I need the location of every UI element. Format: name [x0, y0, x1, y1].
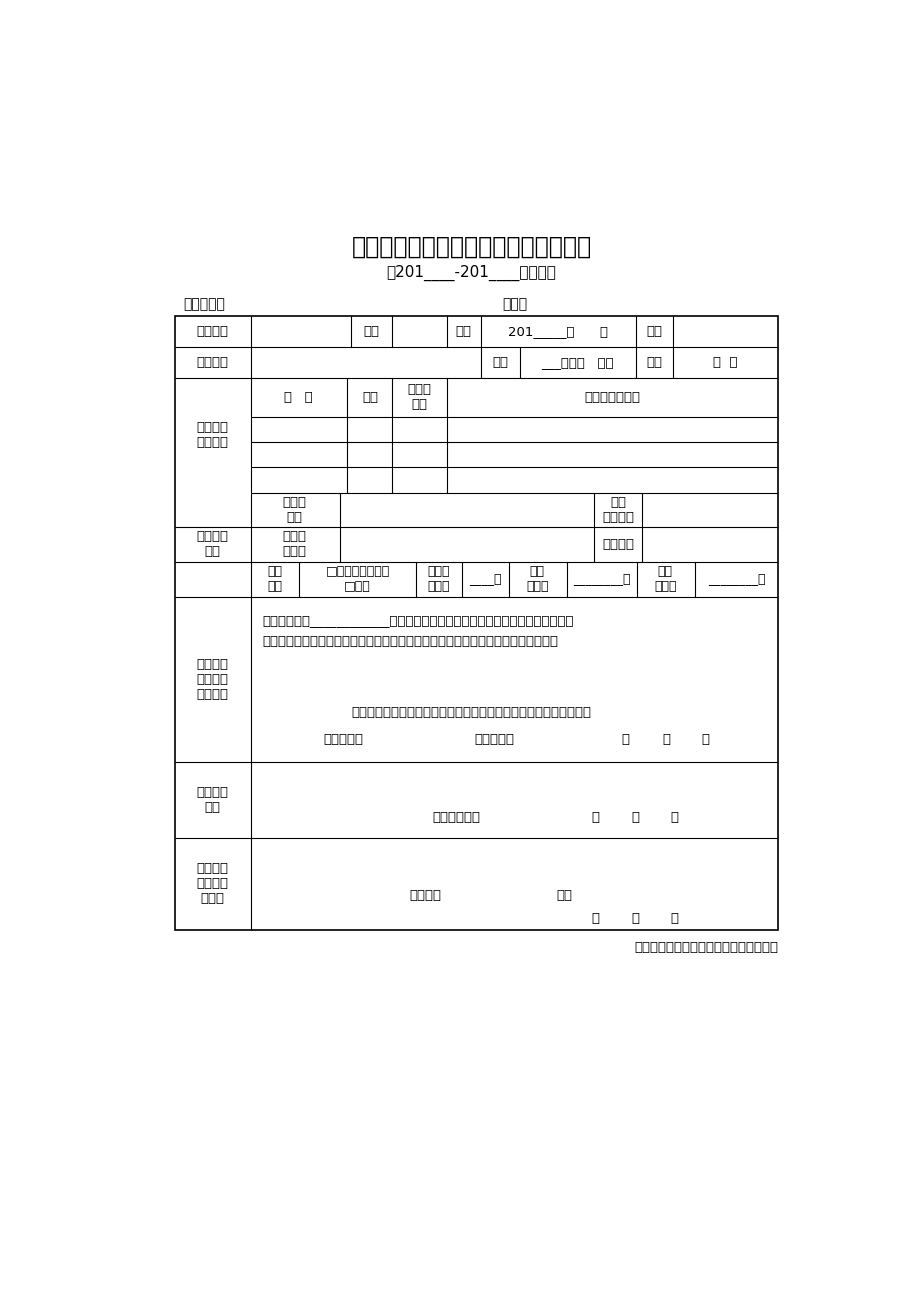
Text: ________元: ________元 — [573, 573, 630, 586]
Bar — [176, 316, 777, 930]
Text: 入学: 入学 — [455, 326, 471, 339]
Text: 年  月: 年 月 — [712, 357, 737, 368]
Text: 月: 月 — [631, 911, 639, 924]
Text: 负责人：: 负责人： — [409, 889, 440, 902]
Text: 身份证号: 身份证号 — [197, 357, 229, 368]
Text: 家庭人
口总数: 家庭人 口总数 — [427, 565, 449, 592]
Text: 年龄: 年龄 — [361, 391, 378, 404]
Text: 日: 日 — [670, 811, 678, 824]
Text: 与本人
关系: 与本人 关系 — [407, 383, 431, 411]
Text: 户籍
性质: 户籍 性质 — [267, 565, 282, 592]
Text: 深圳市教育局学生资助管理中心统一制作: 深圳市教育局学生资助管理中心统一制作 — [634, 940, 777, 953]
Text: 201_____年      月: 201_____年 月 — [508, 326, 607, 339]
Text: 公章: 公章 — [556, 889, 572, 902]
Text: ________元: ________元 — [707, 573, 765, 586]
Text: 月: 月 — [662, 733, 670, 746]
Text: 第二类：我是非涉农非紧缺专业家庭经济困难学生，现申请国家助学金，理由如下：: 第二类：我是非涉农非紧缺专业家庭经济困难学生，现申请国家助学金，理由如下： — [262, 635, 558, 648]
Text: 深圳市中等职业学校国家助学金申请表: 深圳市中等职业学校国家助学金申请表 — [351, 236, 591, 259]
Text: 家庭
年收入: 家庭 年收入 — [526, 565, 548, 592]
Text: 学校名称：: 学校名称： — [183, 297, 225, 311]
Text: 日: 日 — [670, 911, 678, 924]
Text: 学生姓名: 学生姓名 — [197, 326, 229, 339]
Text: 班级审核
意见: 班级审核 意见 — [197, 786, 229, 814]
Text: ___年级（   ）班: ___年级（ ）班 — [540, 357, 613, 368]
Text: 学校审核
意见及公
示结果: 学校审核 意见及公 示结果 — [197, 862, 229, 905]
Text: 序号：: 序号： — [502, 297, 528, 311]
Text: 家长签名：: 家长签名： — [474, 733, 515, 746]
Text: 户籍详
细地址: 户籍详 细地址 — [282, 530, 306, 559]
Text: ____人: ____人 — [469, 573, 501, 586]
Text: 班别: 班别 — [492, 357, 507, 368]
Text: 人均
年收入: 人均 年收入 — [653, 565, 675, 592]
Text: 日: 日 — [701, 733, 709, 746]
Text: 年: 年 — [620, 733, 629, 746]
Text: 联系电话: 联系电话 — [601, 538, 633, 551]
Text: 性别: 性别 — [363, 326, 380, 339]
Text: 第一类：我是____________（选填紧缺或涉农）专业学生，现申请国家助学金。: 第一类：我是____________（选填紧缺或涉农）专业学生，现申请国家助学金… — [262, 613, 573, 626]
Text: 年: 年 — [591, 811, 599, 824]
Text: 工作或学习单位: 工作或学习单位 — [584, 391, 640, 404]
Text: 现家庭
住址: 现家庭 住址 — [282, 496, 306, 523]
Text: 年: 年 — [591, 911, 599, 924]
Text: 民族: 民族 — [646, 326, 662, 339]
Text: 家庭主要
成员情况: 家庭主要 成员情况 — [197, 421, 229, 449]
Text: 家庭主要
状况: 家庭主要 状况 — [197, 530, 229, 559]
Text: 本人承诺以上信息及所提交材料属实，并对其真实性承担一切责任。: 本人承诺以上信息及所提交材料属实，并对其真实性承担一切责任。 — [351, 706, 591, 719]
Text: 班主任签名：: 班主任签名： — [432, 811, 480, 824]
Text: 出生: 出生 — [646, 357, 662, 368]
Text: 主要
收入来源: 主要 收入来源 — [601, 496, 633, 523]
Text: 月: 月 — [631, 811, 639, 824]
Text: 姓   名: 姓 名 — [284, 391, 312, 404]
Text: （201____-201____学年度）: （201____-201____学年度） — [386, 266, 556, 281]
Text: 申请国家
助学金的
主要理由: 申请国家 助学金的 主要理由 — [197, 658, 229, 700]
Text: 学生签名：: 学生签名： — [323, 733, 363, 746]
Text: □农村（含县镇）
□城市: □农村（含县镇） □城市 — [325, 565, 390, 592]
